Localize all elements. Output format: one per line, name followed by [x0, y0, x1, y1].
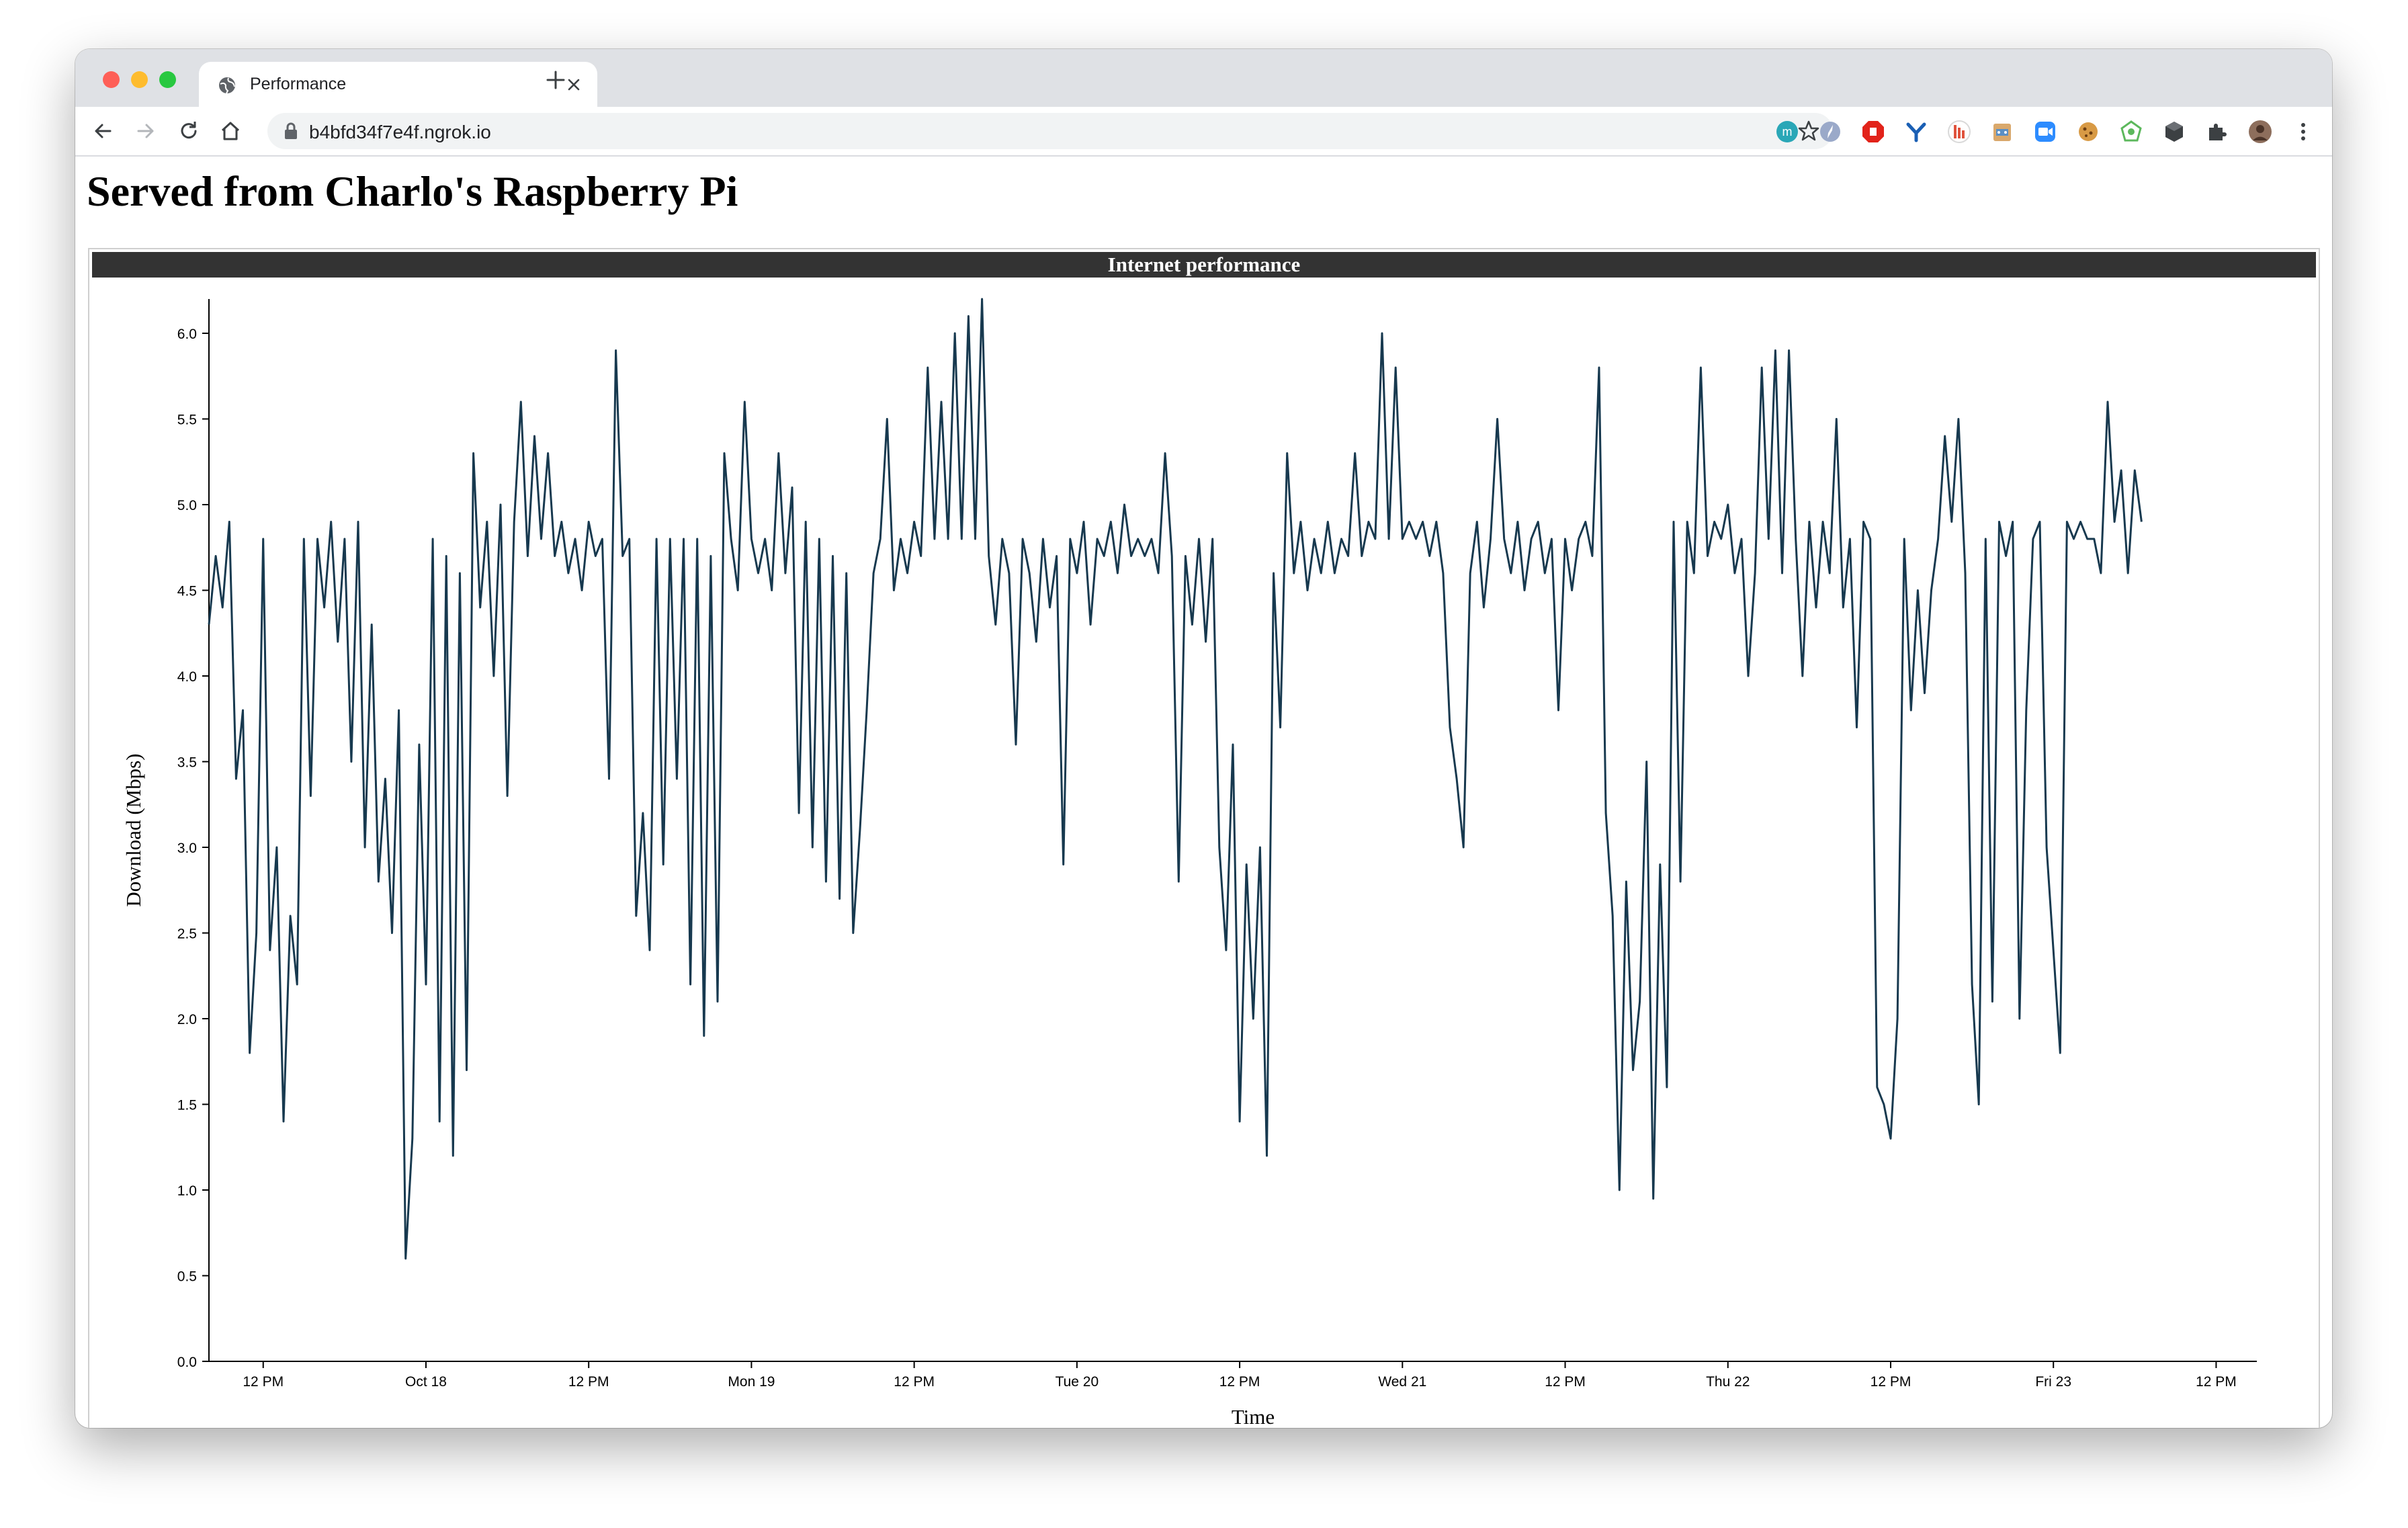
home-icon[interactable] [218, 118, 243, 144]
y-tick-label: 2.0 [177, 1012, 197, 1027]
x-tick-label: 12 PM [1545, 1374, 1586, 1390]
browser-window: Performance b4bfd34f7e4f.ngrok [75, 49, 2332, 1428]
compass-extension-icon[interactable] [1818, 120, 1842, 144]
y-tick-label: 2.5 [177, 927, 197, 942]
url-text[interactable]: b4bfd34f7e4f.ngrok.io [309, 122, 491, 142]
x-tick-label: Mon 19 [728, 1374, 775, 1390]
cube-extension-icon[interactable] [2162, 120, 2186, 144]
svg-text:m: m [1782, 125, 1793, 138]
x-tick-label: 12 PM [1219, 1374, 1260, 1390]
more-menu-icon[interactable] [2291, 120, 2315, 144]
y-tick-label: 6.0 [177, 327, 197, 342]
y-tick-label: 3.0 [177, 841, 197, 856]
bookmark-star-icon[interactable] [1797, 119, 1821, 143]
adblock-icon[interactable] [1861, 120, 1885, 144]
download-line-chart: 0.0 0.5 1.0 1.5 2.0 2.5 3.0 3.5 4.0 4.5 5.0 5.5 6.0 1… [122, 298, 2257, 1428]
x-tick-label: 12 PM [243, 1374, 284, 1390]
close-tab-icon[interactable] [564, 75, 584, 95]
download-series-line [208, 298, 2143, 1260]
globe-icon [219, 77, 235, 94]
zoom-icon[interactable] [2033, 120, 2057, 144]
y-tick-label: 0.5 [177, 1269, 197, 1285]
address-bar[interactable]: b4bfd34f7e4f.ngrok.io [267, 113, 1833, 149]
x-tick-label: Thu 22 [1706, 1374, 1750, 1390]
y-tick-label: 3.5 [177, 755, 197, 771]
x-axis-label: Time [1232, 1405, 1275, 1428]
y-tick-label: 1.0 [177, 1183, 197, 1199]
character-extension-icon[interactable] [1990, 120, 2014, 144]
chart-title: Internet performance [92, 252, 2316, 278]
minimize-window-button[interactable] [131, 71, 148, 88]
profile-avatar[interactable] [2248, 120, 2272, 144]
back-arrow-icon[interactable] [90, 118, 116, 144]
x-tick-label: Fri 23 [2035, 1374, 2071, 1390]
new-tab-icon[interactable] [544, 68, 568, 92]
page-heading: Served from Charlo's Raspberry Pi [87, 167, 738, 215]
zoom-window-button[interactable] [159, 71, 176, 88]
lock-icon[interactable] [282, 122, 300, 140]
forward-arrow-icon[interactable] [133, 118, 159, 144]
browser-toolbar: b4bfd34f7e4f.ngrok.io m [75, 107, 2332, 157]
cookie-icon[interactable] [2076, 120, 2100, 144]
close-window-button[interactable] [103, 71, 120, 88]
tab-title: Performance [250, 75, 347, 93]
y-tick-label: 4.0 [177, 669, 197, 685]
bars-extension-icon[interactable] [1947, 120, 1971, 144]
y-tick-label: 1.5 [177, 1098, 197, 1113]
x-tick-label: Tue 20 [1056, 1374, 1099, 1390]
y-tick-label: 5.0 [177, 498, 197, 513]
x-tick-label: Wed 21 [1378, 1374, 1426, 1390]
y-axis-label: Download (Mbps) [122, 753, 145, 906]
reload-icon[interactable] [176, 118, 202, 144]
shield-extension-icon[interactable] [2119, 120, 2143, 144]
m-extension-icon[interactable]: m [1775, 120, 1799, 144]
puzzle-icon[interactable] [2205, 120, 2229, 144]
x-tick-label: Oct 18 [405, 1374, 447, 1390]
y-extension-icon[interactable] [1904, 120, 1928, 144]
x-tick-label: 12 PM [1870, 1374, 1911, 1390]
y-tick-label: 5.5 [177, 413, 197, 428]
x-tick-label: 12 PM [2196, 1374, 2237, 1390]
tab-performance[interactable]: Performance [199, 62, 597, 107]
chart-panel: Internet performance 0.0 0.5 1.0 1.5 2.0 2.5 3… [88, 248, 2320, 1428]
y-tick-label: 0.0 [177, 1355, 197, 1370]
y-tick-label: 4.5 [177, 584, 197, 599]
x-tick-label: 12 PM [894, 1374, 935, 1390]
tab-strip: Performance [75, 49, 2332, 107]
x-tick-label: 12 PM [568, 1374, 609, 1390]
